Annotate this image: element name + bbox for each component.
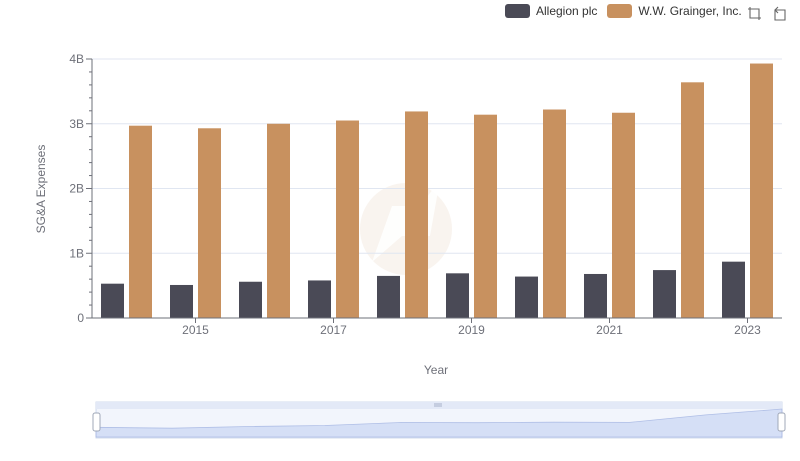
- legend-swatch-grainger: [607, 4, 633, 18]
- legend-item-grainger[interactable]: W.W. Grainger, Inc.: [607, 4, 742, 18]
- y-tick-label: 1B: [69, 246, 84, 260]
- bar-grainger-2023[interactable]: [750, 63, 773, 318]
- bar-grainger-2019[interactable]: [474, 114, 497, 318]
- bar-allegion-2019[interactable]: [446, 273, 469, 318]
- zoom-drag-grip[interactable]: [434, 403, 442, 407]
- y-tick-label: 2B: [69, 182, 84, 196]
- bars-group: [101, 63, 773, 319]
- bar-grainger-2018[interactable]: [405, 111, 428, 318]
- y-tick-label: 0: [77, 311, 84, 325]
- bar-allegion-2021[interactable]: [584, 273, 607, 318]
- bar-grainger-2020[interactable]: [543, 109, 566, 318]
- legend-label-allegion: Allegion plc: [536, 4, 598, 18]
- bar-allegion-2015[interactable]: [170, 284, 193, 318]
- y-tick-label: 3B: [69, 117, 84, 131]
- legend-swatch-allegion: [505, 4, 530, 18]
- y-axis-title: SG&A Expenses: [34, 144, 48, 234]
- bar-grainger-2022[interactable]: [681, 82, 704, 318]
- bar-allegion-2014[interactable]: [101, 283, 124, 318]
- bar-allegion-2016[interactable]: [239, 281, 262, 318]
- bar-allegion-2023[interactable]: [722, 261, 745, 318]
- restore-icon[interactable]: [772, 6, 787, 21]
- toolbox: [747, 6, 787, 21]
- zoom-preview-area: [95, 408, 783, 438]
- x-tick-label: 2017: [320, 323, 347, 337]
- x-tick-label: 2015: [182, 323, 209, 337]
- y-axis: 0 1B 2B 3B 4B: [69, 52, 93, 325]
- legend-label-grainger: W.W. Grainger, Inc.: [638, 4, 742, 18]
- bar-allegion-2020[interactable]: [515, 276, 538, 318]
- bar-allegion-2018[interactable]: [377, 275, 400, 318]
- bar-grainger-2021[interactable]: [612, 112, 635, 319]
- bar-grainger-2016[interactable]: [267, 123, 290, 318]
- x-tick-label: 2019: [458, 323, 485, 337]
- zoom-handle-left[interactable]: [92, 412, 101, 432]
- x-tick-label: 2023: [734, 323, 761, 337]
- bar-allegion-2022[interactable]: [653, 270, 676, 318]
- zoom-handle-right[interactable]: [777, 412, 786, 432]
- bar-grainger-2015[interactable]: [198, 128, 221, 318]
- x-axis-title: Year: [423, 363, 449, 377]
- x-axis: 2015 2017 2019 2021 2023: [92, 317, 782, 337]
- legend-item-allegion[interactable]: Allegion plc: [505, 4, 597, 18]
- zoom-icon[interactable]: [747, 6, 762, 21]
- bar-allegion-2017[interactable]: [308, 280, 331, 318]
- legend: Allegion plc W.W. Grainger, Inc.: [505, 4, 742, 18]
- y-tick-label: 4B: [69, 52, 84, 66]
- x-tick-label: 2021: [596, 323, 623, 337]
- zoom-selection[interactable]: [96, 409, 782, 438]
- data-zoom-slider[interactable]: [92, 401, 786, 439]
- bar-grainger-2014[interactable]: [129, 125, 152, 318]
- bar-grainger-2017[interactable]: [336, 120, 359, 318]
